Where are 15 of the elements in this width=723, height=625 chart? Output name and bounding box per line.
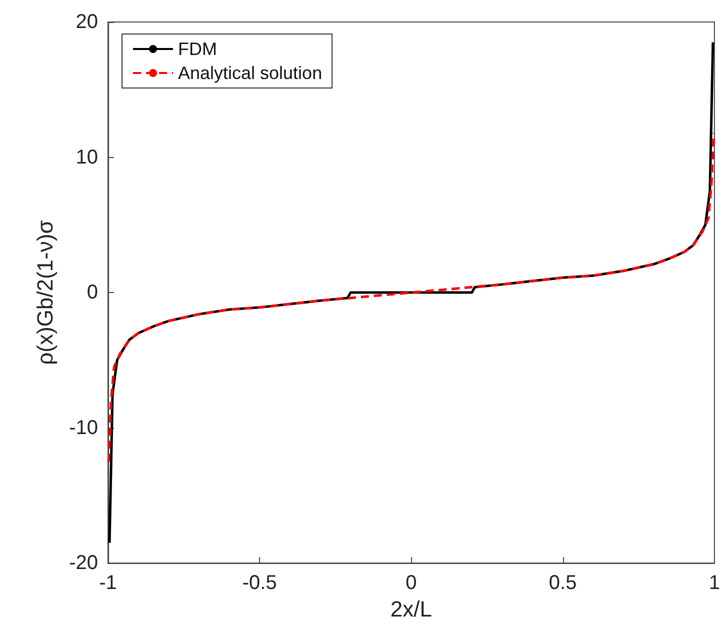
x-tick-label: 1 xyxy=(708,572,720,594)
x-tick-label: -1 xyxy=(99,572,117,594)
y-tick-label: 10 xyxy=(76,146,98,168)
y-tick-label: -10 xyxy=(69,416,98,439)
y-axis-title: ρ(x)Gb/2(1-ν)σ xyxy=(32,220,58,365)
x-tick-label: 0 xyxy=(406,572,417,594)
x-tick-label: 0.5 xyxy=(548,572,577,594)
y-tick-label: 20 xyxy=(76,11,98,33)
y-tick-label: -20 xyxy=(69,552,98,574)
legend-label: Analytical solution xyxy=(178,63,322,83)
x-axis-title: 2x/L xyxy=(390,596,432,622)
legend-label: FDM xyxy=(178,39,217,59)
line-series xyxy=(107,132,716,463)
y-tick-label: 0 xyxy=(86,282,98,304)
x-tick-label: -0.5 xyxy=(242,572,277,594)
